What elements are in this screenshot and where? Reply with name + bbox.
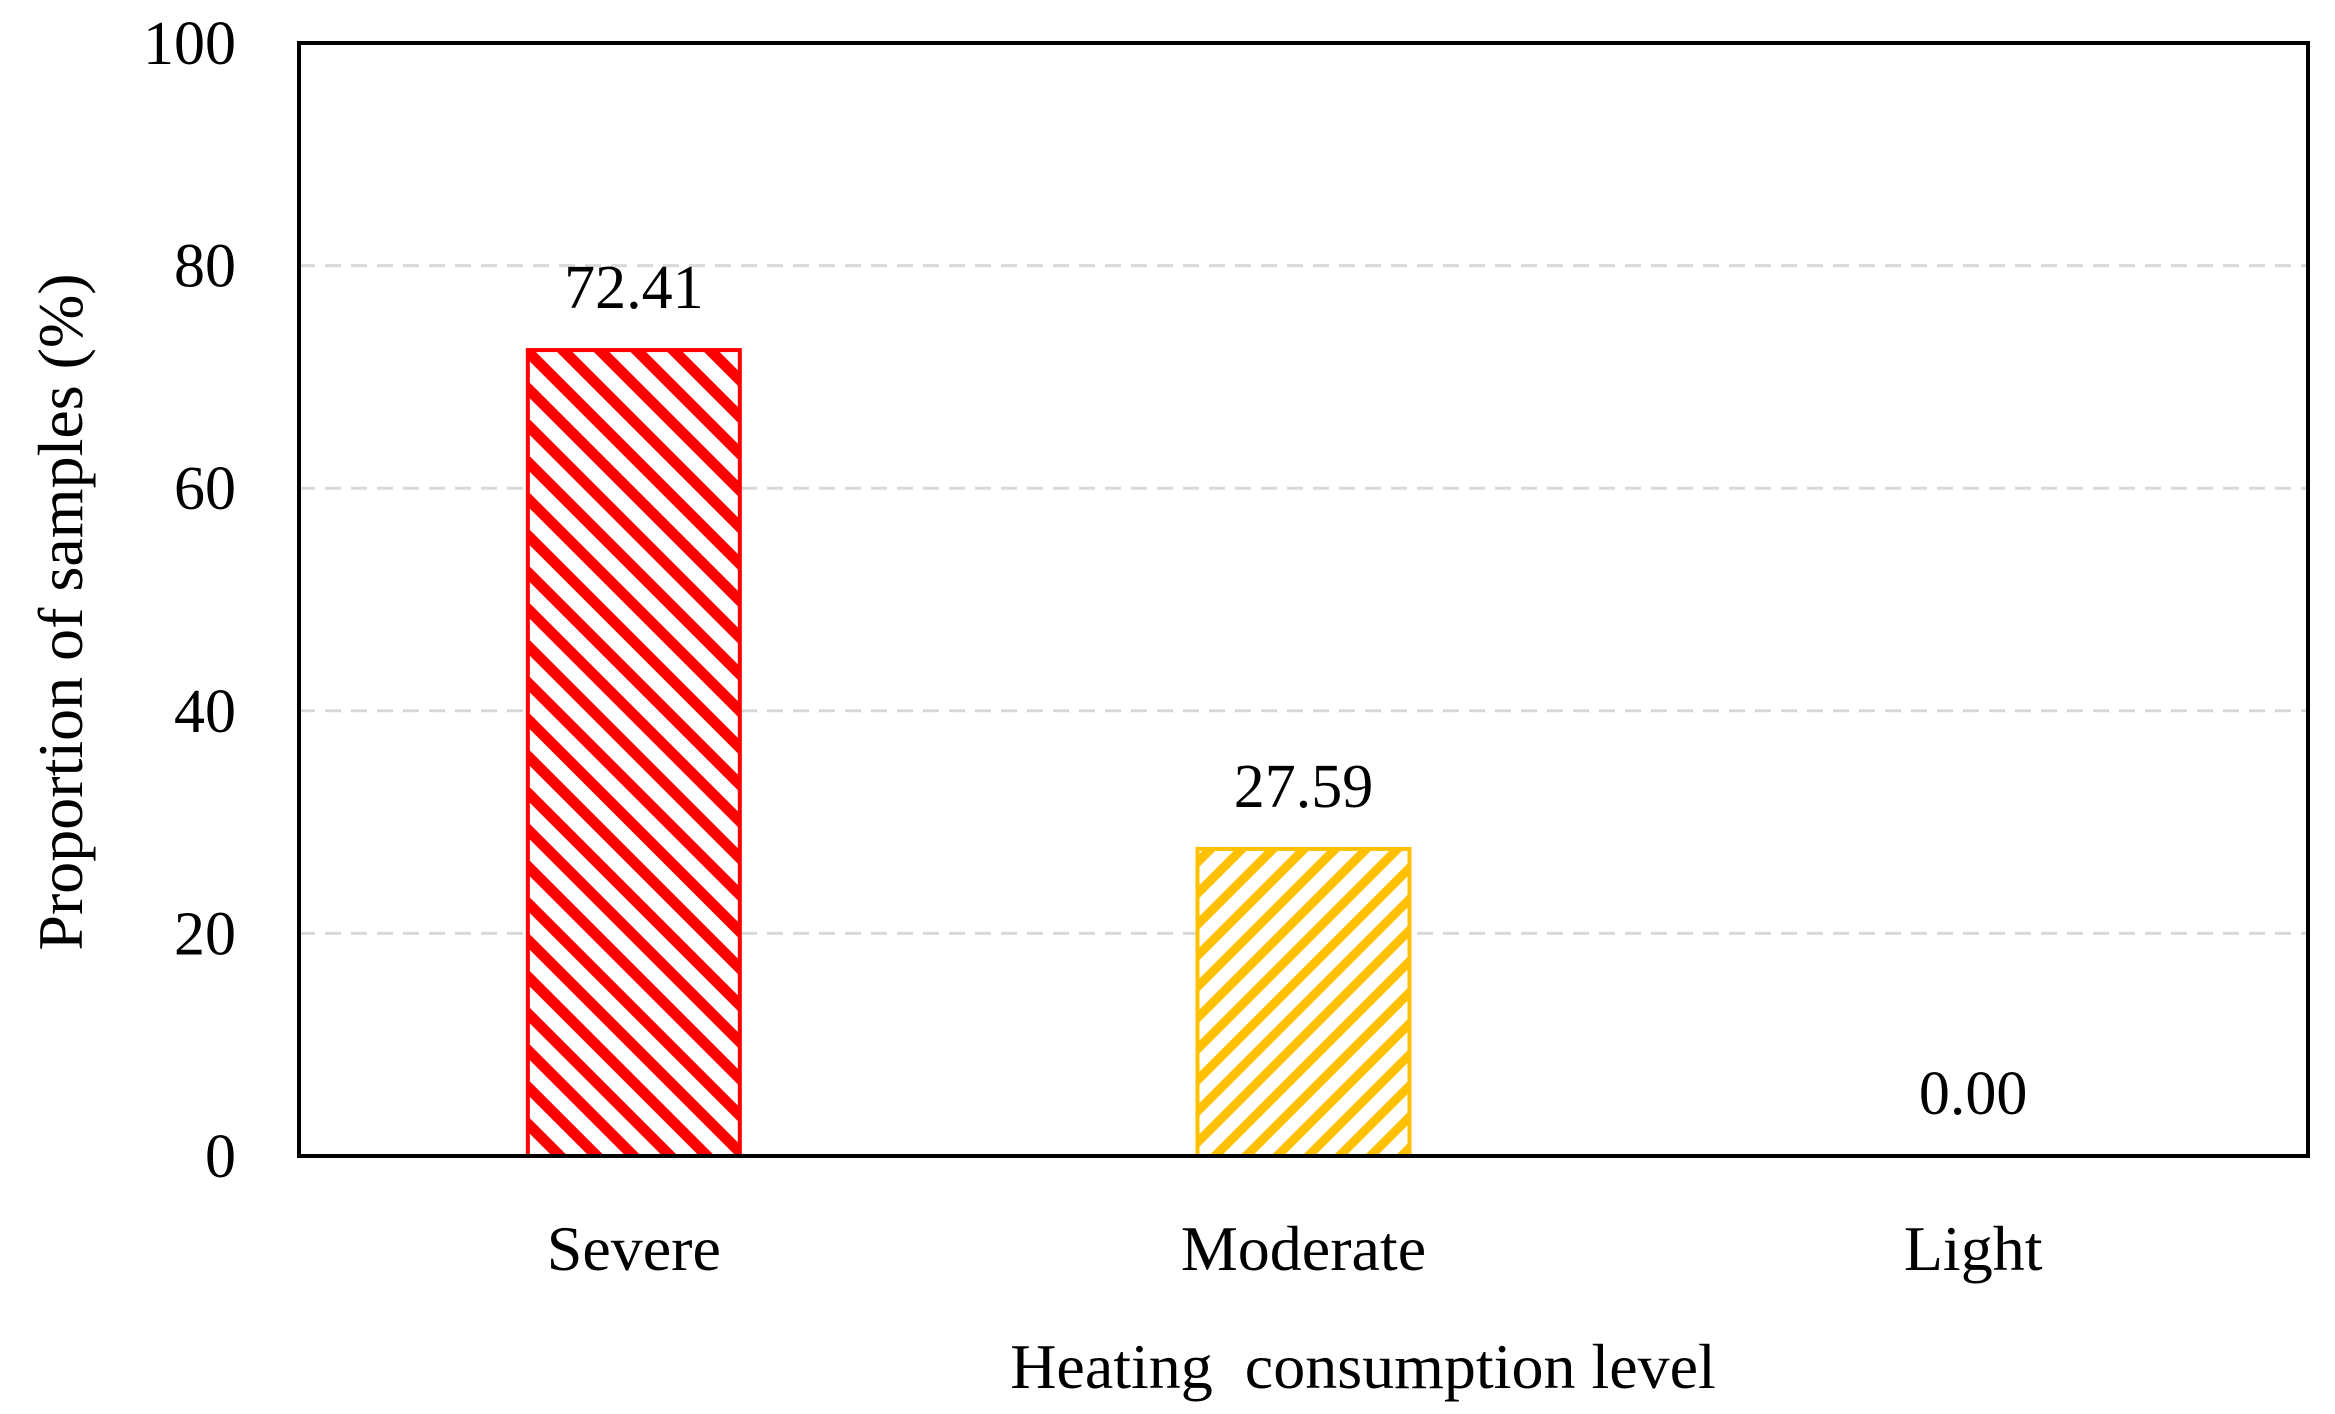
bar-severe (525, 348, 742, 1158)
x-tick-label-moderate: Moderate (1181, 1213, 1426, 1284)
y-tick-label-40: 40 (174, 678, 236, 746)
y-tick-label-0: 0 (205, 1123, 236, 1191)
data-label-light: 0.00 (1919, 1060, 2028, 1128)
y-tick-label-100: 100 (143, 10, 236, 78)
x-axis-title: Heating consumption level (1010, 1331, 1716, 1402)
plot-area-frame (297, 41, 2310, 1158)
x-axis-category-labels: Severe Moderate Light (547, 1213, 2043, 1284)
y-axis-tick-labels: 0 20 40 60 80 100 (143, 10, 236, 1191)
data-label-severe: 72.41 (564, 254, 704, 322)
y-tick-label-80: 80 (174, 233, 236, 301)
data-label-moderate: 27.59 (1234, 753, 1374, 821)
gridlines (299, 264, 2308, 935)
y-axis-title: Proportion of samples (%) (25, 273, 96, 950)
data-labels: 72.41 27.59 0.00 (564, 254, 2027, 1128)
x-tick-label-light: Light (1904, 1213, 2043, 1284)
y-tick-label-60: 60 (174, 455, 236, 523)
bar-moderate (1195, 846, 1412, 1158)
y-tick-label-20: 20 (174, 900, 236, 968)
bars (525, 348, 1412, 1158)
x-tick-label-severe: Severe (547, 1213, 721, 1284)
